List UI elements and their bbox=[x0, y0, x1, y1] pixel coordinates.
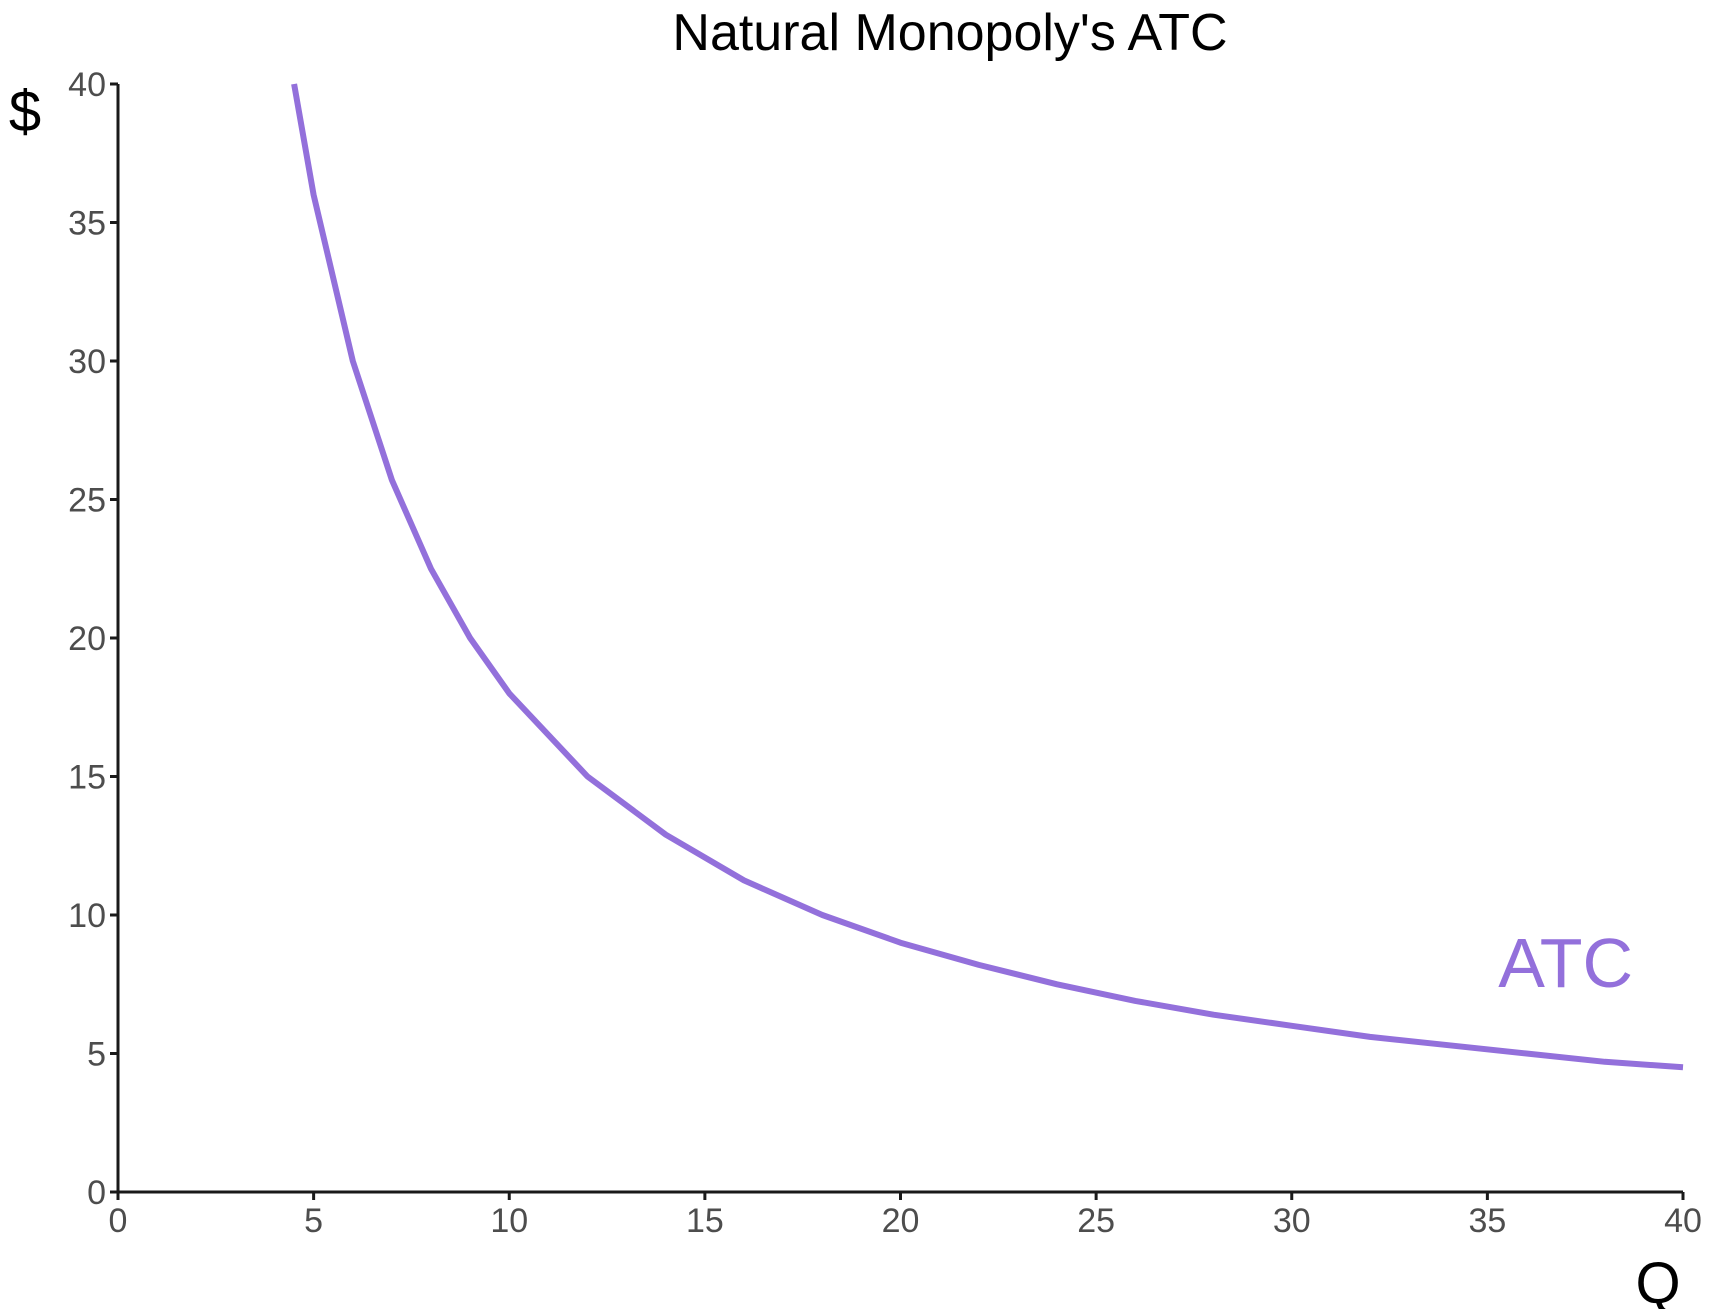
y-tick-label: 40 bbox=[68, 66, 106, 104]
x-axis-title: Q bbox=[1635, 1251, 1680, 1309]
x-tick-label: 5 bbox=[304, 1202, 323, 1240]
series-label-atc: ATC bbox=[1498, 924, 1633, 1002]
x-tick-label: 40 bbox=[1664, 1202, 1702, 1240]
x-tick-label: 35 bbox=[1468, 1202, 1506, 1240]
y-tick-label: 10 bbox=[68, 897, 106, 935]
y-tick-label: 5 bbox=[87, 1036, 106, 1074]
y-tick-label: 30 bbox=[68, 343, 106, 381]
x-tick-label: 20 bbox=[882, 1202, 920, 1240]
series-layer: ATC bbox=[291, 83, 1684, 1071]
axes: 0 5 10 15 20 25 30 35 40 0 5 10 15 20 25 30 35 40 bbox=[68, 66, 1702, 1240]
x-tick-label: 15 bbox=[686, 1202, 724, 1240]
y-tick-label: 35 bbox=[68, 205, 106, 243]
y-tick-label: 25 bbox=[68, 482, 106, 520]
series-line-atc bbox=[291, 83, 1684, 1071]
x-tick-label: 25 bbox=[1077, 1202, 1115, 1240]
y-tick-label: 20 bbox=[68, 620, 106, 658]
x-tick-label: 0 bbox=[109, 1202, 128, 1240]
y-tick-label: 0 bbox=[87, 1174, 106, 1212]
x-tick-label: 30 bbox=[1273, 1202, 1311, 1240]
chart-title: Natural Monopoly's ATC bbox=[672, 4, 1227, 62]
y-axis-title: $ bbox=[9, 79, 41, 144]
x-tick-label: 10 bbox=[490, 1202, 528, 1240]
y-tick-label: 15 bbox=[68, 759, 106, 797]
